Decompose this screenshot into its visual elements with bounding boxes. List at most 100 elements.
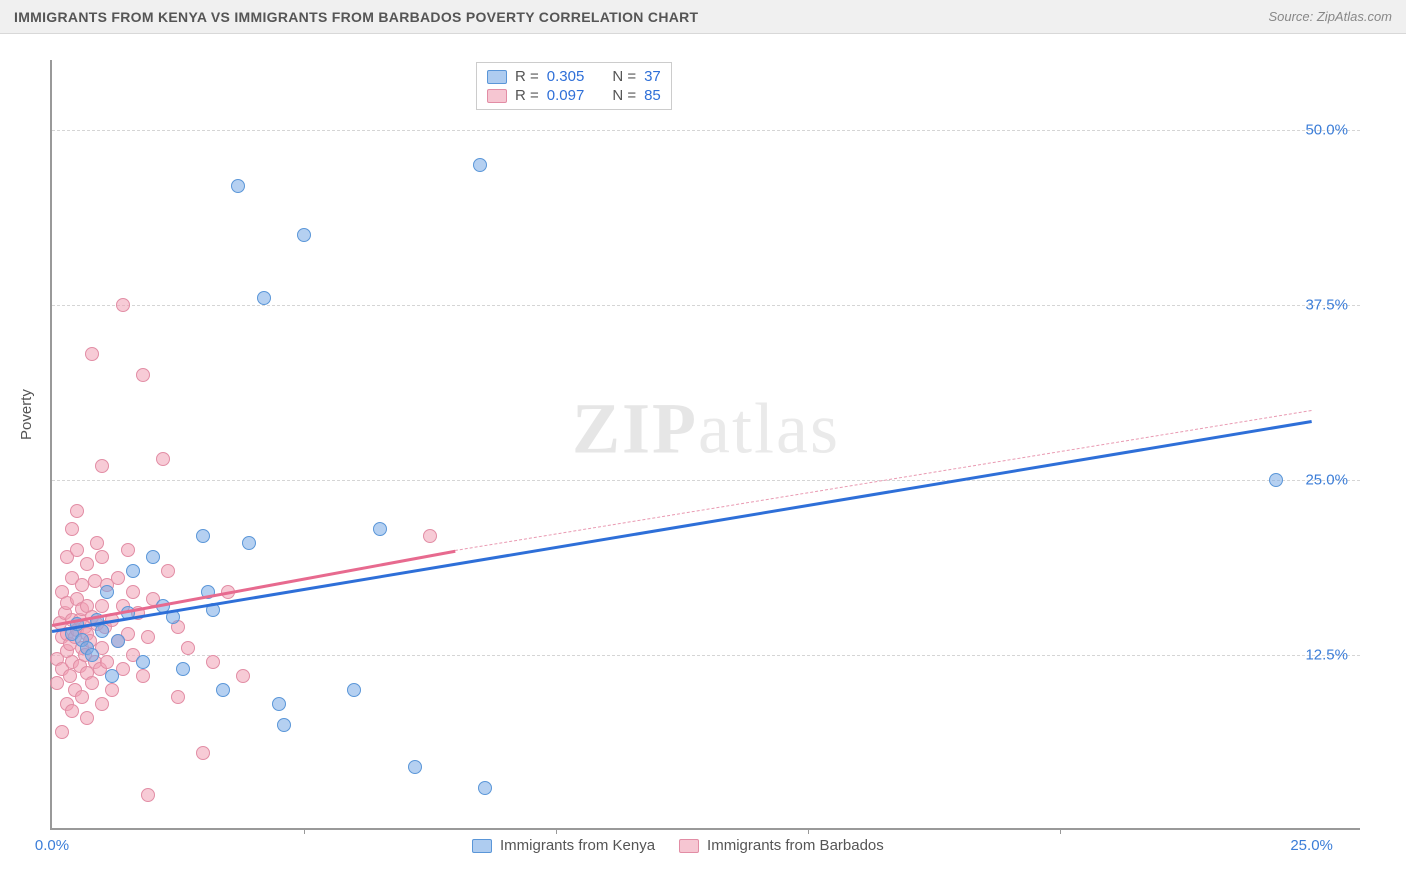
gridline: [52, 305, 1360, 306]
n-value: 85: [644, 87, 661, 104]
data-point: [95, 550, 109, 564]
data-point: [70, 504, 84, 518]
data-point: [136, 655, 150, 669]
y-axis-title: Poverty: [18, 389, 35, 440]
swatch-blue: [487, 70, 507, 84]
y-tick-label: 25.0%: [1305, 472, 1348, 489]
data-point: [80, 711, 94, 725]
data-point: [231, 179, 245, 193]
data-point: [176, 662, 190, 676]
watermark-right: atlas: [698, 388, 840, 468]
y-tick-label: 37.5%: [1305, 297, 1348, 314]
data-point: [95, 599, 109, 613]
y-tick-label: 12.5%: [1305, 647, 1348, 664]
swatch-blue: [472, 839, 492, 853]
data-point: [257, 291, 271, 305]
r-value: 0.097: [547, 87, 585, 104]
data-point: [126, 585, 140, 599]
legend-item: Immigrants from Kenya: [472, 837, 655, 854]
data-point: [408, 760, 422, 774]
data-point: [236, 669, 250, 683]
data-point: [181, 641, 195, 655]
data-point: [126, 564, 140, 578]
data-point: [171, 690, 185, 704]
data-point: [156, 452, 170, 466]
data-point: [1269, 473, 1283, 487]
data-point: [136, 368, 150, 382]
x-minor-tick: [808, 828, 809, 834]
legend-item: Immigrants from Barbados: [679, 837, 884, 854]
data-point: [423, 529, 437, 543]
data-point: [121, 543, 135, 557]
chart-title: IMMIGRANTS FROM KENYA VS IMMIGRANTS FROM…: [14, 9, 698, 25]
data-point: [105, 683, 119, 697]
chart-area: ZIPatlas R = 0.305 N = 37 R = 0.097 N = …: [50, 60, 1360, 830]
data-point: [85, 347, 99, 361]
stats-row: R = 0.305 N = 37: [487, 67, 661, 86]
x-minor-tick: [1060, 828, 1061, 834]
data-point: [297, 228, 311, 242]
trend-line: [455, 410, 1312, 552]
data-point: [196, 529, 210, 543]
stats-row: R = 0.097 N = 85: [487, 86, 661, 105]
gridline: [52, 655, 1360, 656]
data-point: [277, 718, 291, 732]
data-point: [65, 704, 79, 718]
data-point: [373, 522, 387, 536]
r-label: R =: [515, 68, 539, 85]
r-label: R =: [515, 87, 539, 104]
source-label: Source: ZipAtlas.com: [1268, 9, 1392, 24]
swatch-pink: [679, 839, 699, 853]
gridline: [52, 480, 1360, 481]
data-point: [161, 564, 175, 578]
data-point: [116, 298, 130, 312]
data-point: [136, 669, 150, 683]
stats-box: R = 0.305 N = 37 R = 0.097 N = 85: [476, 62, 672, 110]
data-point: [146, 550, 160, 564]
x-tick-label: 0.0%: [35, 837, 69, 854]
data-point: [196, 746, 210, 760]
data-point: [347, 683, 361, 697]
data-point: [55, 725, 69, 739]
data-point: [206, 655, 220, 669]
r-value: 0.305: [547, 68, 585, 85]
data-point: [242, 536, 256, 550]
data-point: [85, 676, 99, 690]
data-point: [70, 543, 84, 557]
data-point: [85, 648, 99, 662]
data-point: [141, 788, 155, 802]
data-point: [100, 655, 114, 669]
data-point: [111, 571, 125, 585]
data-point: [473, 158, 487, 172]
data-point: [141, 630, 155, 644]
bottom-legend: Immigrants from Kenya Immigrants from Ba…: [472, 837, 884, 854]
data-point: [105, 669, 119, 683]
watermark-left: ZIP: [572, 388, 698, 468]
n-label: N =: [612, 87, 636, 104]
data-point: [478, 781, 492, 795]
data-point: [95, 624, 109, 638]
n-value: 37: [644, 68, 661, 85]
data-point: [216, 683, 230, 697]
data-point: [272, 697, 286, 711]
header-bar: IMMIGRANTS FROM KENYA VS IMMIGRANTS FROM…: [0, 0, 1406, 34]
data-point: [65, 522, 79, 536]
legend-label: Immigrants from Barbados: [707, 837, 884, 854]
data-point: [95, 459, 109, 473]
data-point: [95, 697, 109, 711]
n-label: N =: [612, 68, 636, 85]
watermark: ZIPatlas: [572, 387, 840, 470]
data-point: [90, 536, 104, 550]
x-minor-tick: [304, 828, 305, 834]
gridline: [52, 130, 1360, 131]
y-tick-label: 50.0%: [1305, 122, 1348, 139]
x-tick-label: 25.0%: [1290, 837, 1333, 854]
legend-label: Immigrants from Kenya: [500, 837, 655, 854]
x-minor-tick: [556, 828, 557, 834]
data-point: [75, 690, 89, 704]
data-point: [100, 585, 114, 599]
data-point: [80, 557, 94, 571]
trend-line: [52, 420, 1312, 632]
data-point: [50, 676, 64, 690]
data-point: [111, 634, 125, 648]
